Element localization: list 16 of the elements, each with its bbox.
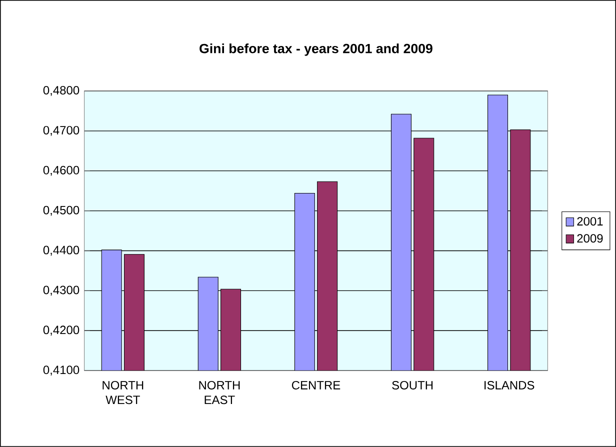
x-tick-label: CENTRE: [292, 381, 340, 390]
y-tick-label: 0,4400: [43, 246, 80, 256]
y-tick-label: 0,4800: [43, 86, 80, 96]
x-tick-label: ISLANDS: [484, 381, 534, 390]
legend-label: 2009: [577, 234, 603, 243]
y-tick-label: 0,4200: [43, 326, 80, 336]
legend-label: 2001: [577, 217, 603, 226]
y-tick-label: 0,4300: [43, 286, 80, 296]
y-tick-label: 0,4500: [43, 206, 80, 216]
x-tick-label: NORTH EAST: [199, 381, 240, 404]
y-tick-label: 0,4700: [43, 126, 80, 136]
y-tick-label: 0,4600: [43, 166, 80, 176]
x-tick-label: NORTH WEST: [102, 381, 144, 404]
y-tick-label: 0,4100: [43, 366, 80, 376]
chart-title: Gini before tax - years 2001 and 2009: [200, 44, 432, 56]
x-tick-label: SOUTH: [392, 381, 433, 390]
